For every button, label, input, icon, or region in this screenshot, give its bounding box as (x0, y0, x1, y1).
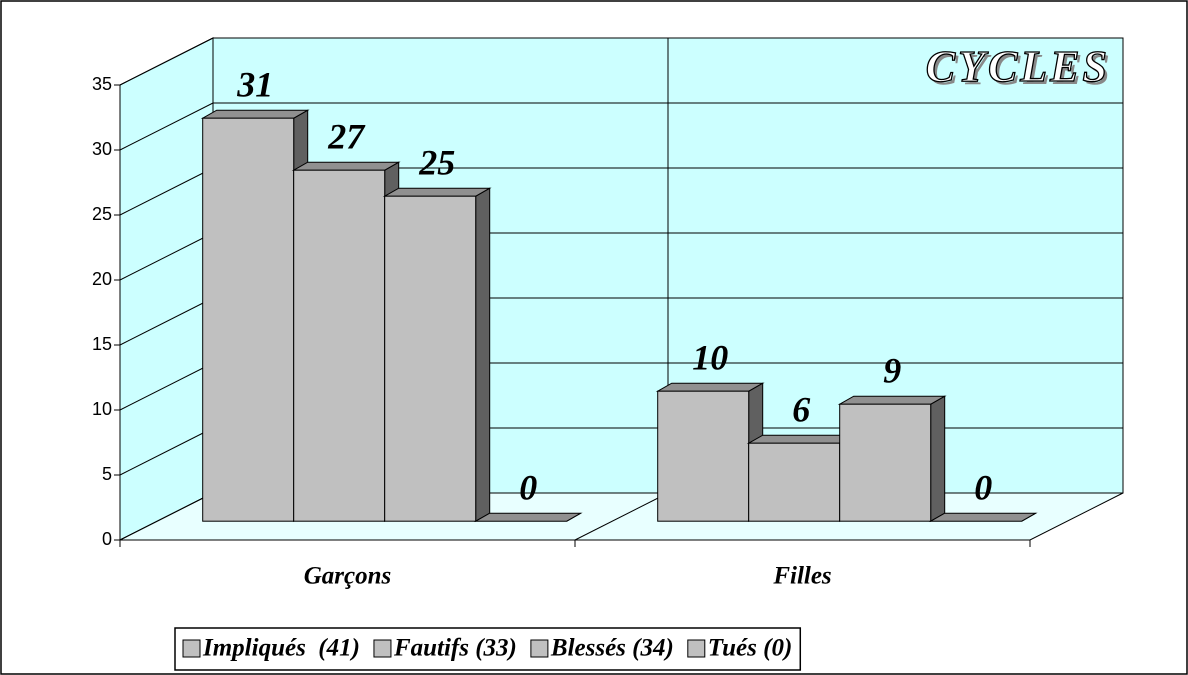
bar (382, 187, 492, 523)
bar-front (657, 390, 750, 522)
legend-swatch (687, 639, 706, 658)
y-tick-label: 35 (92, 74, 112, 94)
grid-line (119, 167, 214, 216)
bar-top (473, 512, 583, 522)
grid-line (119, 362, 214, 411)
category-divider (574, 492, 669, 541)
value-label: 0 (519, 467, 537, 507)
bar (291, 161, 401, 523)
y-tick-label: 30 (92, 139, 112, 159)
bar-top (200, 109, 310, 119)
legend-swatch (182, 639, 201, 658)
value-label: 9 (883, 350, 901, 390)
bar (473, 512, 583, 522)
grid-line (119, 492, 214, 541)
bar (200, 109, 310, 523)
chart-title-outline: CYCLES (926, 42, 1110, 91)
legend-label: Fautifs (33) (393, 635, 517, 662)
value-label: 6 (792, 389, 810, 429)
bar (837, 395, 947, 523)
bar-front (293, 169, 386, 522)
grid-line (119, 297, 214, 346)
bar-top (382, 187, 492, 197)
value-label: 31 (236, 64, 273, 104)
bar-top (928, 512, 1038, 522)
bar-top (837, 395, 947, 405)
chart-title: CYCLES (929, 45, 1113, 94)
grid-line (119, 232, 214, 281)
value-label: 27 (327, 116, 366, 156)
legend-label: Impliqués (41) (202, 635, 360, 662)
bar-top (291, 161, 401, 171)
x-tick-label: Garçons (304, 563, 392, 590)
bar-top (655, 382, 765, 392)
bar (655, 382, 765, 523)
bar-front (839, 403, 932, 522)
bar-front (202, 117, 295, 522)
value-label: 0 (974, 467, 992, 507)
y-tick-label: 15 (92, 334, 112, 354)
legend-label: Tués (0) (708, 635, 792, 662)
bar-side (475, 187, 491, 523)
y-tick-label: 5 (102, 464, 112, 484)
grid-line (119, 427, 214, 476)
bar-side (930, 395, 946, 523)
value-label: 25 (418, 142, 455, 182)
bar-front (748, 442, 841, 522)
side-wall (119, 37, 214, 541)
y-tick-label: 20 (92, 269, 112, 289)
y-tick-label: 25 (92, 204, 112, 224)
y-tick-label: 0 (102, 529, 112, 549)
y-tick-label: 10 (92, 399, 112, 419)
grid-line (119, 102, 214, 151)
bar-front (384, 195, 477, 522)
legend-swatch (373, 639, 392, 658)
legend-swatch (530, 639, 549, 658)
bar-top (746, 434, 856, 444)
legend-label: Blessés (34) (550, 635, 674, 662)
value-label: 10 (692, 337, 728, 377)
bar (928, 512, 1038, 522)
x-tick-label: Filles (772, 563, 831, 590)
bar (746, 434, 856, 523)
grid-line (119, 37, 214, 86)
